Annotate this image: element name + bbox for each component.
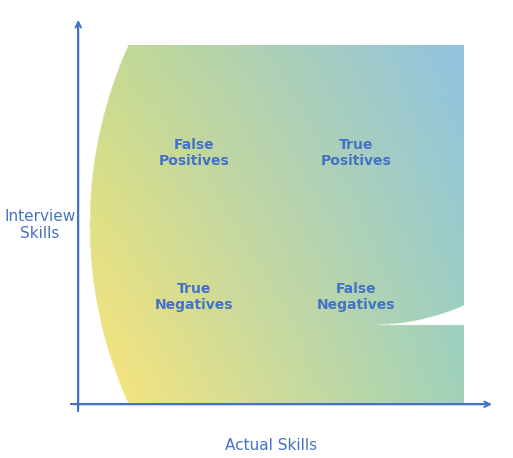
Text: True
Negatives: True Negatives <box>155 282 233 312</box>
Text: False
Positives: False Positives <box>159 138 229 169</box>
Text: True
Positives: True Positives <box>321 138 391 169</box>
Text: False
Negatives: False Negatives <box>317 282 395 312</box>
Text: Actual Skills: Actual Skills <box>225 438 317 453</box>
Text: Interview
Skills: Interview Skills <box>4 209 75 241</box>
